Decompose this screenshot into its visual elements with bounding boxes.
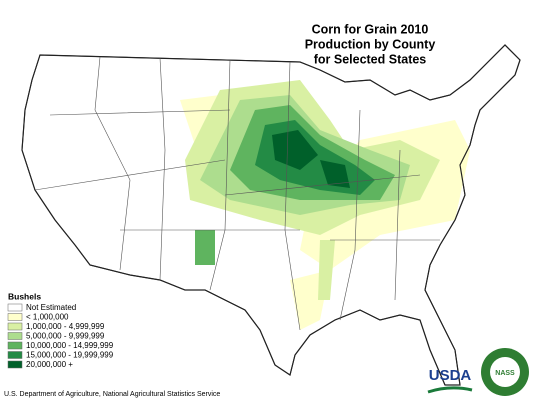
title-line: Production by County [305, 37, 436, 51]
usda-logo: USDA [429, 367, 472, 384]
legend-label: < 1,000,000 [26, 313, 69, 322]
footer: U.S. Department of Agriculture, National… [4, 391, 220, 398]
legend-swatch [7, 303, 23, 312]
legend-label: 10,000,000 - 14,999,999 [26, 341, 114, 350]
legend-swatch [7, 351, 23, 359]
legend-swatch [7, 332, 23, 340]
legend-label: 15,000,000 - 19,999,999 [26, 351, 114, 360]
legend-label: 20,000,000 + [26, 360, 73, 369]
legend-label: 5,000,000 - 9,999,999 [26, 332, 105, 341]
legend-swatch [7, 341, 23, 350]
us-border [21, 44, 521, 386]
title-line: Corn for Grain 2010 [312, 22, 429, 36]
legend-title: Bushels [8, 291, 41, 301]
usda-swoosh [427, 386, 473, 394]
nass-logo: NASS [495, 370, 515, 377]
legend-swatch [7, 360, 23, 369]
nass-logo-center [490, 357, 520, 387]
title-line: for Selected States [314, 52, 427, 66]
highest-areas [272, 130, 350, 188]
legend-swatch [7, 313, 23, 321]
legend-swatch [7, 322, 23, 331]
legend-label: 1,000,000 - 4,999,999 [26, 322, 105, 331]
legend-label: Not Estimated [26, 303, 76, 312]
state-lines [34, 56, 440, 331]
